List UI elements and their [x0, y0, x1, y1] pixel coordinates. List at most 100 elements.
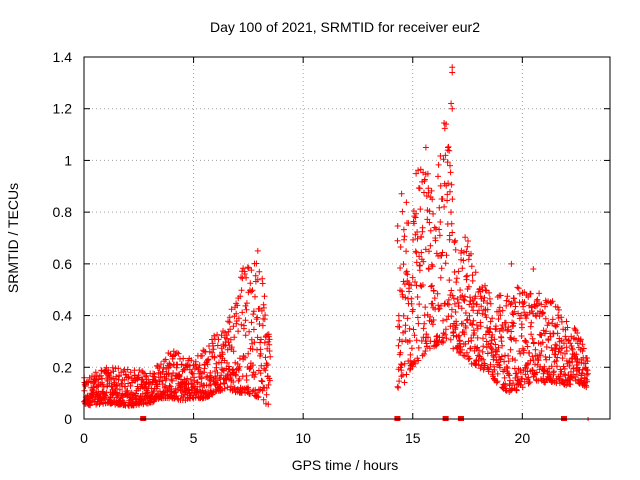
data-point [415, 344, 422, 351]
data-point [446, 147, 453, 154]
data-point [435, 161, 442, 168]
data-point [151, 371, 158, 378]
data-point [579, 348, 586, 355]
data-point [554, 321, 561, 328]
data-point [243, 306, 250, 313]
data-point [469, 277, 476, 284]
data-point [463, 317, 470, 324]
data-point [219, 351, 226, 358]
data-point [429, 263, 436, 270]
data-point [505, 358, 512, 365]
data-point [484, 350, 491, 357]
data-point [461, 352, 468, 359]
data-point [513, 387, 520, 394]
x-tick-label: 15 [405, 430, 421, 446]
data-point [422, 304, 429, 311]
data-point [499, 342, 506, 349]
data-point [394, 223, 401, 229]
data-point [527, 290, 534, 297]
chart-title: Day 100 of 2021, SRMTID for receiver eur… [210, 19, 480, 35]
data-point [559, 345, 566, 352]
data-point [466, 355, 473, 362]
data-point [448, 100, 455, 107]
data-point [538, 332, 545, 339]
data-point [443, 252, 450, 259]
data-point [246, 328, 253, 335]
data-point [452, 237, 459, 244]
data-point [563, 318, 570, 325]
data-point [398, 190, 405, 197]
data-point [253, 260, 260, 267]
data-point [497, 364, 503, 371]
data-point [234, 302, 241, 309]
data-point [257, 350, 264, 357]
data-point [507, 301, 514, 308]
data-point [464, 272, 471, 279]
data-point [255, 393, 262, 400]
data-point [242, 317, 249, 324]
data-point [242, 332, 249, 339]
data-point [525, 294, 532, 300]
data-point [455, 333, 462, 340]
data-point [448, 181, 455, 188]
x-axis-label: GPS time / hours [292, 457, 399, 473]
data-point [454, 296, 461, 303]
data-point [248, 288, 255, 295]
data-point [547, 374, 554, 381]
data-point [406, 325, 413, 332]
data-point [508, 260, 515, 267]
data-point [429, 321, 436, 328]
data-point [497, 356, 504, 363]
data-point [516, 348, 523, 355]
data-point [241, 322, 247, 329]
data-point [483, 314, 490, 321]
data-point [176, 373, 183, 380]
data-point [465, 338, 472, 345]
data-point [85, 379, 92, 386]
data-point [424, 216, 431, 223]
data-point [455, 299, 462, 306]
data-point [247, 280, 254, 287]
data-point [442, 331, 449, 338]
data-point [215, 336, 222, 343]
data-point [484, 300, 491, 306]
data-point [425, 334, 431, 341]
data-point [411, 332, 418, 339]
data-point [507, 346, 514, 353]
data-point [400, 261, 407, 268]
data-point [443, 335, 450, 342]
data-point [508, 328, 515, 335]
data-point [249, 346, 256, 353]
data-point [418, 234, 425, 241]
data-point [421, 320, 428, 327]
data-point [398, 288, 405, 295]
data-point [210, 346, 217, 353]
data-point [518, 324, 525, 331]
data-point [465, 356, 472, 363]
data-point [534, 296, 541, 303]
data-point [265, 331, 272, 338]
data-point [425, 266, 432, 273]
data-point [409, 306, 416, 313]
data-point [493, 379, 500, 386]
data-point [463, 276, 470, 283]
data-point [263, 385, 270, 391]
data-point [561, 371, 568, 378]
data-point [444, 300, 451, 307]
data-point [124, 387, 131, 394]
y-tick-label: 1.2 [53, 101, 73, 117]
data-point [230, 379, 237, 385]
data-point [453, 275, 460, 282]
data-point [468, 263, 475, 270]
data-point [481, 294, 488, 301]
data-point [414, 294, 421, 300]
data-point [262, 354, 269, 361]
data-point [402, 328, 409, 335]
data-point [444, 191, 451, 198]
y-tick-label: 0.6 [53, 256, 73, 272]
data-point [266, 341, 273, 348]
data-point [265, 381, 272, 388]
data-points [81, 64, 591, 409]
data-point [445, 180, 452, 187]
